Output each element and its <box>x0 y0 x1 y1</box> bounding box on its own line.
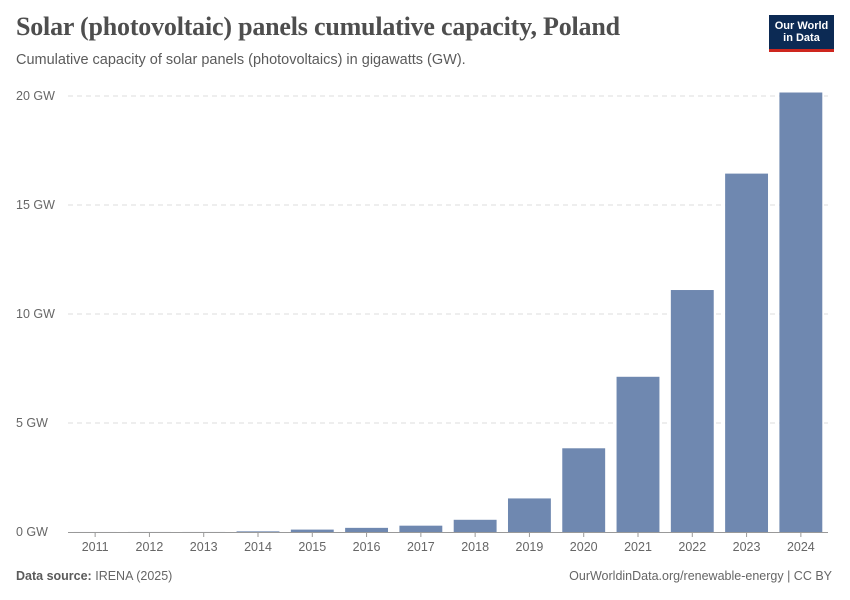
data-source: Data source: IRENA (2025) <box>16 569 172 583</box>
x-tick-label: 2016 <box>353 540 381 554</box>
bar-2022[interactable] <box>670 290 714 532</box>
x-tick-label: 2024 <box>787 540 815 554</box>
bar-2016[interactable] <box>345 527 389 532</box>
credit-link[interactable]: OurWorldinData.org/renewable-energy | CC… <box>569 569 832 583</box>
x-tick-label: 2022 <box>678 540 706 554</box>
bars <box>73 92 823 533</box>
bar-2019[interactable] <box>507 498 551 532</box>
y-tick-label: 0 GW <box>16 525 48 539</box>
bar-2018[interactable] <box>453 519 497 532</box>
x-tick-label: 2013 <box>190 540 218 554</box>
x-tick-label: 2023 <box>733 540 761 554</box>
x-tick-label: 2014 <box>244 540 272 554</box>
owid-logo[interactable]: Our World in Data <box>769 15 834 52</box>
bar-2015[interactable] <box>290 529 334 532</box>
y-tick-label: 20 GW <box>16 89 55 103</box>
x-tick-label: 2019 <box>516 540 544 554</box>
bar-2014[interactable] <box>236 531 280 532</box>
bar-2021[interactable] <box>616 376 660 532</box>
logo-line-1: Our World <box>774 20 829 32</box>
logo-line-2: in Data <box>783 32 820 44</box>
x-tick-label: 2011 <box>82 540 109 554</box>
bar-2017[interactable] <box>399 525 443 532</box>
chart-subtitle: Cumulative capacity of solar panels (pho… <box>16 52 466 68</box>
gridlines <box>68 95 828 424</box>
y-axis-ticks: 0 GW 5 GW 10 GW 15 GW 20 GW <box>16 89 55 539</box>
y-tick-label: 10 GW <box>16 307 55 321</box>
chart-title: Solar (photovoltaic) panels cumulative c… <box>16 12 620 41</box>
x-tick-label: 2020 <box>570 540 598 554</box>
bar-2020[interactable] <box>562 448 606 532</box>
x-tick-label: 2015 <box>298 540 326 554</box>
bar-2023[interactable] <box>725 173 769 532</box>
data-source-value[interactable]: IRENA (2025) <box>95 569 173 583</box>
bar-2024[interactable] <box>779 92 823 533</box>
x-axis-ticks: 2011 2012 2013 2014 2015 2016 2017 2018 2019 2020… <box>82 532 815 554</box>
x-tick-label: 2021 <box>624 540 652 554</box>
x-tick-label: 2017 <box>407 540 435 554</box>
y-tick-label: 15 GW <box>16 198 55 212</box>
x-tick-label: 2018 <box>461 540 489 554</box>
y-tick-label: 5 GW <box>16 416 48 430</box>
x-tick-label: 2012 <box>136 540 164 554</box>
data-source-label: Data source: <box>16 569 92 583</box>
